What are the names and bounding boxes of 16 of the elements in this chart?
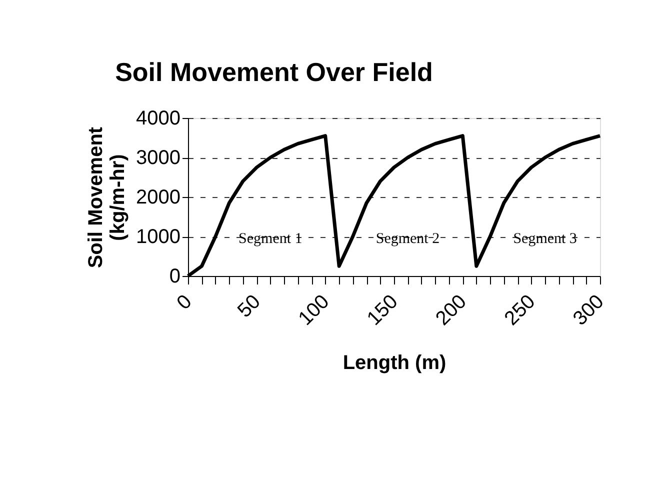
x-tick-label: 250 [500,290,540,330]
x-tick-label: 200 [432,290,471,330]
x-tick-label: 50 [234,290,265,322]
x-tick-label: 100 [294,290,334,330]
y-tick-label: 0 [169,266,180,288]
y-tick-label: 3000 [136,147,180,169]
annotation: Segment 2 [376,231,440,248]
y-tick-label: 2000 [136,186,180,208]
y-axis-title: Soil Movement (kg/m-hr) [85,126,130,268]
y-tick-label: 4000 [136,108,180,130]
x-tick-label: 150 [363,290,402,330]
x-tick-label: 0 [172,290,196,314]
chart-title: Soil Movement Over Field [115,57,433,87]
x-axis-title: Length (m) [342,352,446,374]
y-tick-label: 1000 [136,226,180,248]
x-tick-label: 300 [569,290,608,330]
